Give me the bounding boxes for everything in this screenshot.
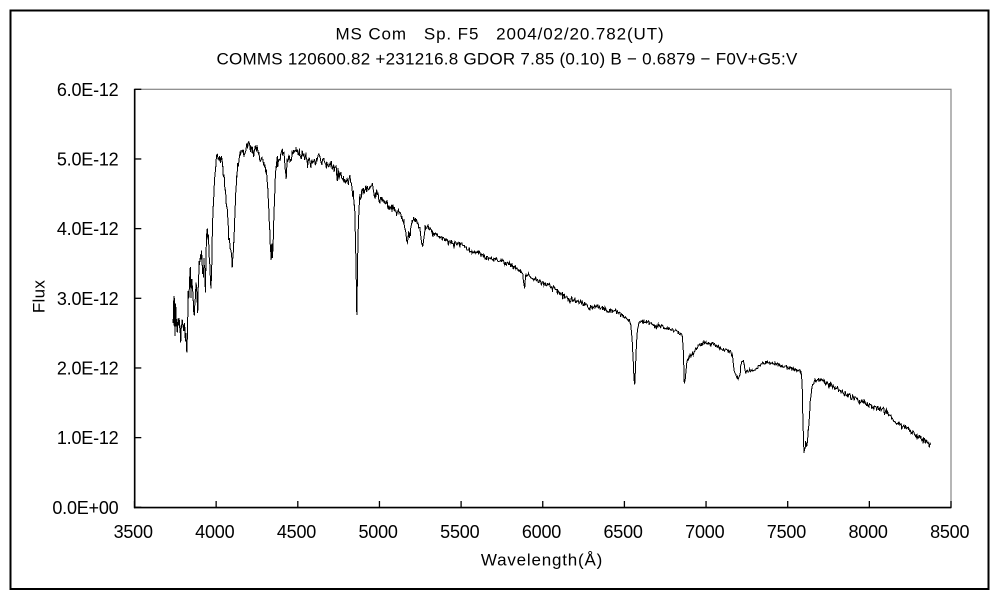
svg-text:0.0E+00: 0.0E+00 bbox=[52, 498, 118, 518]
svg-text:6.0E-12: 6.0E-12 bbox=[57, 80, 119, 100]
svg-text:Wavelength(Å): Wavelength(Å) bbox=[481, 550, 603, 569]
svg-text:8500: 8500 bbox=[930, 522, 969, 542]
svg-text:MS Com Sp. F5 2004/02/20.7: MS Com Sp. F5 2004/02/20.782(UT) bbox=[335, 25, 664, 44]
svg-text:6000: 6000 bbox=[522, 522, 561, 542]
svg-text:COMMS 120600.82 +231216.8 GDOR: COMMS 120600.82 +231216.8 GDOR 7.85 (0.1… bbox=[216, 49, 798, 68]
svg-text:3.0E-12: 3.0E-12 bbox=[57, 289, 119, 309]
svg-text:7500: 7500 bbox=[767, 522, 806, 542]
svg-text:5500: 5500 bbox=[440, 522, 479, 542]
svg-text:8000: 8000 bbox=[848, 522, 887, 542]
svg-text:Flux: Flux bbox=[30, 280, 49, 314]
svg-text:5000: 5000 bbox=[358, 522, 397, 542]
svg-text:4500: 4500 bbox=[277, 522, 316, 542]
svg-text:7000: 7000 bbox=[685, 522, 724, 542]
svg-text:2.0E-12: 2.0E-12 bbox=[57, 359, 119, 379]
svg-text:1.0E-12: 1.0E-12 bbox=[57, 428, 119, 448]
svg-text:6500: 6500 bbox=[603, 522, 642, 542]
svg-text:4000: 4000 bbox=[195, 522, 234, 542]
svg-text:3500: 3500 bbox=[114, 522, 153, 542]
svg-text:4.0E-12: 4.0E-12 bbox=[57, 219, 119, 239]
svg-text:5.0E-12: 5.0E-12 bbox=[57, 150, 119, 170]
